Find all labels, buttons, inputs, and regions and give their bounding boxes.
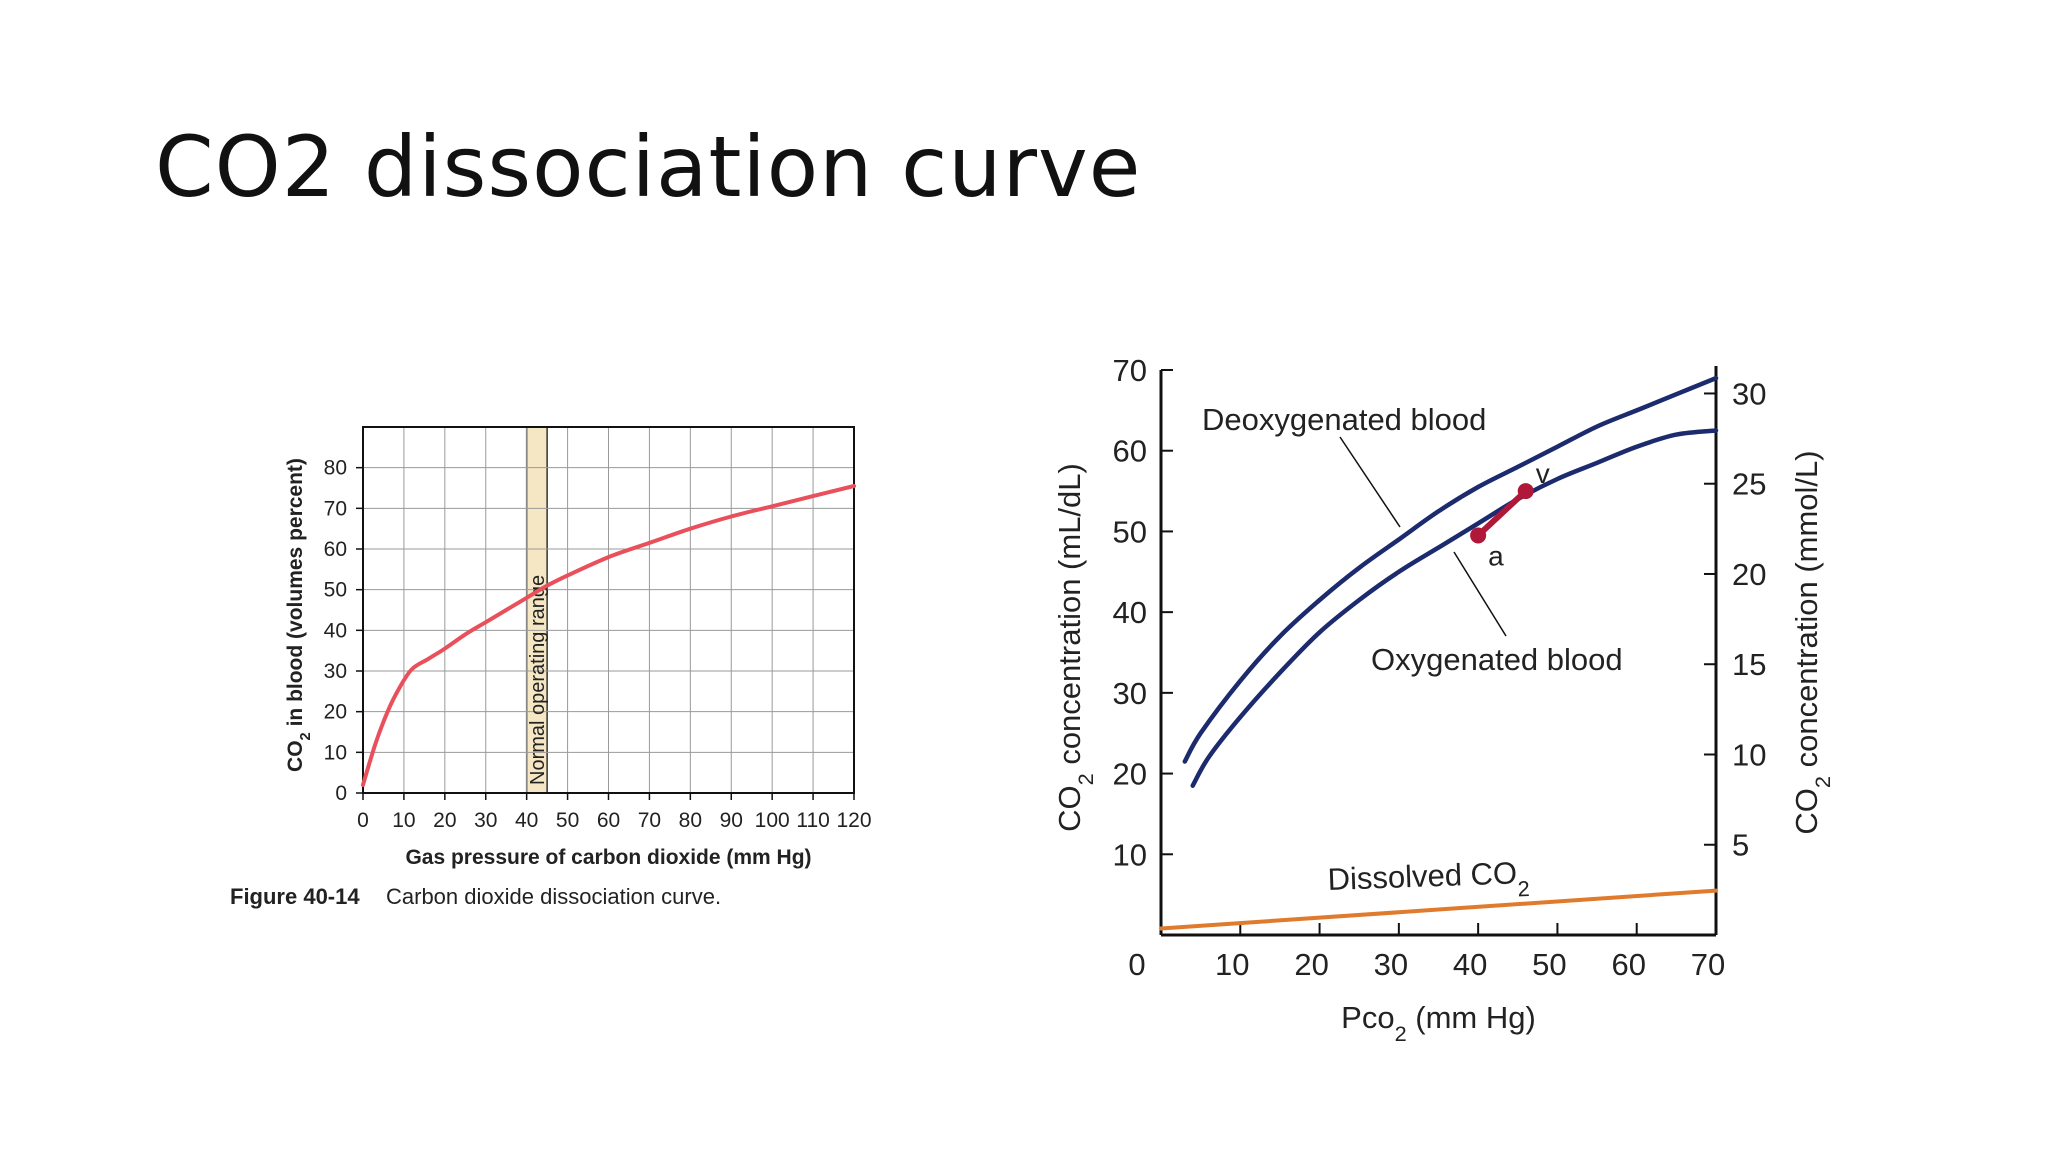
y-tick-label: 0: [335, 782, 347, 805]
y-tick-label: 50: [1113, 514, 1147, 549]
a-v-segment: [1476, 488, 1528, 538]
oxygenated-blood-label: Oxygenated blood: [1371, 642, 1623, 677]
x-tick-label: 10: [1215, 947, 1249, 982]
x-tick-label: 110: [796, 809, 829, 832]
y-tick-label: 70: [1113, 353, 1147, 388]
y-tick-label: 40: [1113, 595, 1147, 630]
y-tick-label: 10: [324, 741, 347, 764]
x-tick-label: 50: [1532, 947, 1566, 982]
x-tick-label: 20: [1294, 947, 1328, 982]
y-tick-label: 60: [324, 538, 347, 561]
x-axis-label: Gas pressure of carbon dioxide (mm Hg): [405, 846, 811, 869]
x-axis-label: Pco2 (mm Hg): [1341, 1000, 1536, 1046]
left-chart: 0 10 20 30 40 50 60 70 80 90 100 110 120 0 10 20 30 40 50 6…: [284, 426, 872, 869]
point-v: [1517, 483, 1534, 500]
y-tick-label: 30: [1113, 676, 1147, 711]
point-v-label: v: [1536, 458, 1550, 489]
dissolved-co2-label: Dissolved CO2: [1327, 855, 1530, 908]
x-tick-label: 120: [836, 809, 871, 832]
x-tick-label: 50: [556, 809, 579, 832]
x-tick-label: 60: [1611, 947, 1645, 982]
y-axis-right-label: CO2 concentration (mmol/L): [1789, 450, 1835, 834]
y-right-tick-label: 30: [1732, 376, 1766, 411]
right-chart: 10 20 30 40 50 60 70 0 10 20 30 40 50 60 70 5 10 15 20 25 30…: [1052, 353, 1835, 1046]
y-axis-label: CO2 in blood (volumes percent): [284, 458, 314, 772]
y-right-tick-label: 5: [1732, 828, 1749, 863]
x-tick-label: 40: [1453, 947, 1487, 982]
deoxygenated-blood-curve: [1182, 375, 1719, 764]
x-tick-label: 90: [720, 809, 743, 832]
figure-caption-label: Figure 40-14: [230, 884, 360, 909]
x-tick-label: 0: [1128, 947, 1145, 982]
y-right-tick-label: 15: [1732, 647, 1766, 682]
y-right-tick-label: 10: [1732, 737, 1766, 772]
x-tick-label: 0: [357, 809, 369, 832]
normal-range-label: Normal operating range: [527, 575, 549, 785]
slide-title: CO2 dissociation curve: [155, 118, 1142, 216]
deoxy-leader-line: [1339, 436, 1401, 528]
deoxygenated-blood-label: Deoxygenated blood: [1202, 402, 1486, 437]
y-tick-label: 30: [324, 660, 347, 683]
x-tick-label: 40: [515, 809, 538, 832]
x-tick-label: 30: [1374, 947, 1408, 982]
oxygenated-blood-curve: [1190, 428, 1719, 788]
x-tick-label: 20: [433, 809, 456, 832]
x-tick-label: 70: [1691, 947, 1725, 982]
x-tick-label: 80: [679, 809, 702, 832]
co2-dissociation-curve: [361, 484, 856, 787]
x-tick-label: 100: [755, 809, 790, 832]
y-tick-label: 10: [1113, 837, 1147, 872]
x-tick-label: 10: [392, 809, 415, 832]
y-tick-label: 50: [324, 579, 347, 602]
dissolved-co2-line: [1159, 888, 1718, 931]
y-tick-label: 20: [324, 701, 347, 724]
point-a: [1470, 527, 1487, 544]
y-tick-label: 20: [1113, 757, 1147, 792]
x-tick-label: 60: [597, 809, 620, 832]
y-tick-label: 80: [324, 457, 347, 480]
y-right-tick-label: 20: [1732, 557, 1766, 592]
figure-caption-text: Carbon dioxide dissociation curve.: [386, 884, 721, 909]
y-right-tick-label: 25: [1732, 467, 1766, 502]
y-tick-label: 60: [1113, 434, 1147, 469]
x-tick-label: 70: [638, 809, 661, 832]
y-axis-label: CO2 concentration (mL/dL): [1052, 463, 1098, 832]
point-a-label: a: [1488, 540, 1504, 571]
y-tick-label: 40: [324, 619, 347, 642]
oxy-leader-line: [1453, 551, 1507, 637]
y-tick-label: 70: [324, 497, 347, 520]
x-tick-label: 30: [474, 809, 497, 832]
